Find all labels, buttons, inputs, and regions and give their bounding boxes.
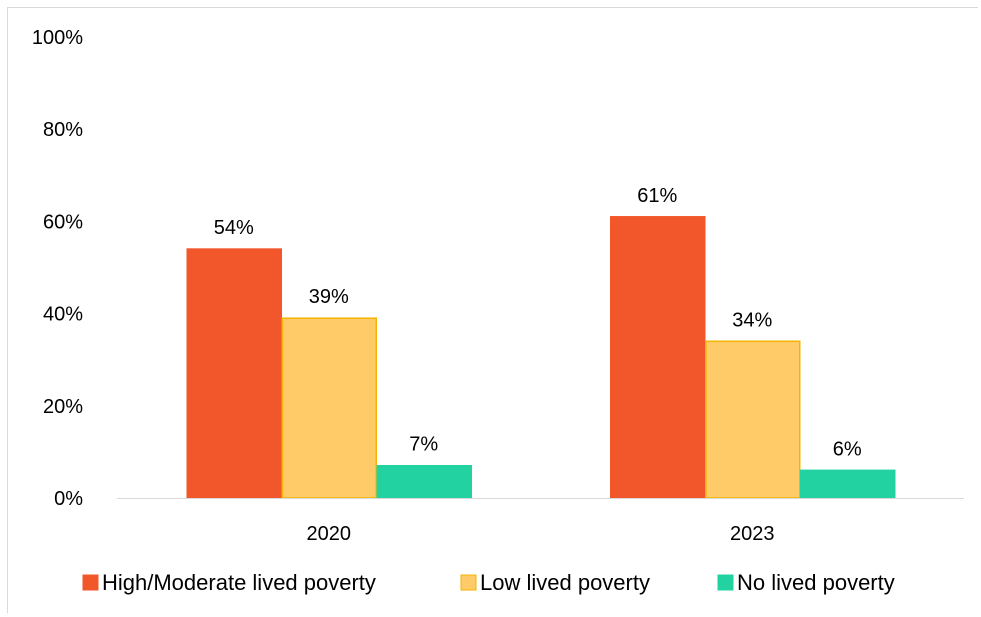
y-tick-label: 20% <box>43 396 83 418</box>
chart-frame <box>7 7 978 613</box>
bar-low-lived-poverty-2023 <box>705 340 801 499</box>
x-axis: 2020 2023 <box>307 523 775 545</box>
legend-label: Low lived poverty <box>480 570 650 595</box>
y-tick-label: 0% <box>54 488 83 510</box>
bars-group <box>186 216 896 499</box>
x-tick-label: 2023 <box>730 523 775 545</box>
data-label: 6% <box>833 438 862 460</box>
data-label: 54% <box>214 217 254 239</box>
bar-low-lived-poverty-2020 <box>281 317 377 499</box>
x-tick-label: 2020 <box>307 523 352 545</box>
y-tick-label: 80% <box>43 119 83 141</box>
data-label: 34% <box>732 309 772 331</box>
legend-label: High/Moderate lived poverty <box>102 570 376 595</box>
y-tick-label: 60% <box>43 211 83 233</box>
y-tick-label: 100% <box>32 27 83 49</box>
legend-swatch <box>82 574 99 591</box>
y-axis: 0% 20% 40% 60% 80% 100% <box>32 27 83 510</box>
bar-no-lived-poverty-2020 <box>376 464 472 499</box>
bar-high-moderate-lived-poverty-2020 <box>186 248 282 499</box>
legend-swatch <box>460 574 477 591</box>
data-labels-group: 54% 39% 7% 61% 34% 6% <box>214 185 862 461</box>
legend-swatch <box>717 574 734 591</box>
data-label: 7% <box>409 434 438 456</box>
legend-label: No lived poverty <box>737 570 895 595</box>
bar-high-moderate-lived-poverty-2023 <box>610 216 706 499</box>
legend: High/Moderate lived poverty Low lived pov… <box>82 570 895 595</box>
data-label: 39% <box>309 286 349 308</box>
bar-no-lived-poverty-2023 <box>800 469 896 499</box>
y-tick-label: 40% <box>43 304 83 326</box>
data-label: 61% <box>637 185 677 207</box>
